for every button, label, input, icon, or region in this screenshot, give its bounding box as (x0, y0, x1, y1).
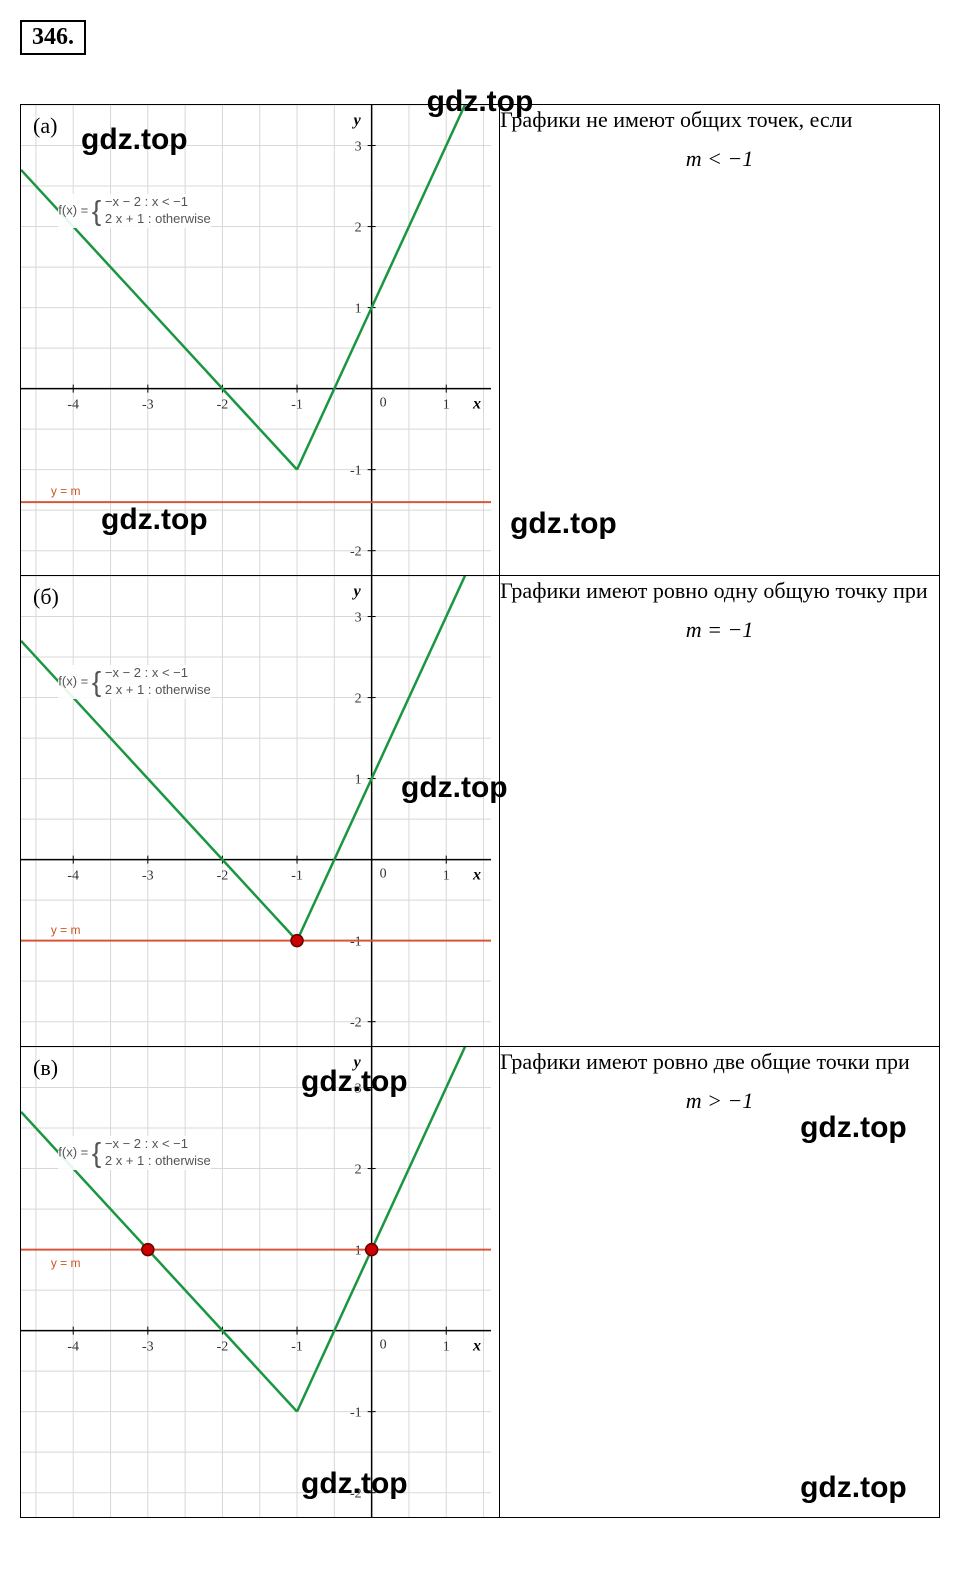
svg-text:y: y (352, 583, 362, 600)
description-text: Графики имеют ровно одну общую точку при (500, 576, 939, 607)
table-row: -4 -3 -2 -1 0 1 -2 -1 1 2 3 x y (в) f(x) = { −x − 2 : … (21, 1047, 940, 1518)
watermark: gdz.top (800, 1467, 907, 1509)
svg-text:y: y (352, 1054, 362, 1071)
svg-text:2: 2 (355, 692, 362, 707)
ym-label: y = m (51, 923, 81, 937)
svg-text:-1: -1 (291, 1340, 303, 1355)
svg-text:-2: -2 (350, 1487, 362, 1502)
svg-text:-4: -4 (67, 398, 79, 413)
svg-text:-2: -2 (217, 1340, 229, 1355)
svg-text:2: 2 (355, 1163, 362, 1178)
svg-text:x: x (472, 867, 481, 884)
svg-text:-2: -2 (217, 869, 229, 884)
svg-text:3: 3 (355, 611, 362, 626)
svg-text:1: 1 (355, 773, 362, 788)
svg-text:-3: -3 (142, 398, 154, 413)
problem-number: 346. (20, 20, 86, 55)
svg-text:-2: -2 (350, 545, 362, 560)
svg-text:-2: -2 (217, 398, 229, 413)
function-legend: f(x) = { −x − 2 : x < −1 2 x + 1 : other… (58, 194, 210, 228)
watermark: gdz.top (510, 503, 617, 545)
function-legend: f(x) = { −x − 2 : x < −1 2 x + 1 : other… (58, 665, 210, 699)
svg-text:0: 0 (380, 867, 387, 882)
svg-text:-2: -2 (350, 1016, 362, 1031)
svg-text:1: 1 (443, 1340, 450, 1355)
svg-text:0: 0 (380, 1338, 387, 1353)
description-text: Графики имеют ровно две общие точки при (500, 1047, 939, 1078)
part-label: (б) (33, 584, 59, 610)
condition-text: m < −1 (500, 144, 939, 175)
svg-text:2: 2 (355, 221, 362, 236)
ym-label: y = m (51, 1256, 81, 1270)
description-cell: Графики имеют ровно две общие точки при m… (500, 1047, 940, 1518)
graph-cell: -4 -3 -2 -1 0 1 -2 -1 1 2 3 x y (в) f(x) = { −x − 2 : … (21, 1047, 500, 1518)
svg-text:x: x (472, 396, 481, 413)
watermark-header: gdz.top (20, 85, 940, 119)
table-row: -4-3-2-101-2-1123xy(а)f(x) = { −x − 2 : … (21, 105, 940, 576)
svg-text:-1: -1 (350, 464, 362, 479)
svg-text:-1: -1 (291, 869, 303, 884)
svg-text:3: 3 (355, 140, 362, 155)
svg-text:1: 1 (355, 302, 362, 317)
svg-text:-3: -3 (142, 1340, 154, 1355)
svg-text:-1: -1 (291, 398, 303, 413)
svg-text:3: 3 (355, 1082, 362, 1097)
svg-text:-4: -4 (67, 1340, 79, 1355)
graph-cell: -4 -3 -2 -1 0 1 -2 -1 1 2 3 x y (б) f(x) = { −x − 2 : … (21, 576, 500, 1047)
graph-cell: -4-3-2-101-2-1123xy(а)f(x) = { −x − 2 : … (21, 105, 500, 576)
condition-text: m > −1 (500, 1086, 939, 1117)
svg-text:1: 1 (443, 398, 450, 413)
table-row: -4 -3 -2 -1 0 1 -2 -1 1 2 3 x y (б) f(x) = { −x − 2 : … (21, 576, 940, 1047)
svg-text:-1: -1 (350, 1406, 362, 1421)
part-label: (в) (33, 1055, 58, 1081)
svg-text:-4: -4 (67, 869, 79, 884)
svg-text:1: 1 (443, 869, 450, 884)
svg-text:0: 0 (380, 396, 387, 411)
ym-label: y = m (51, 484, 81, 498)
function-legend: f(x) = { −x − 2 : x < −1 2 x + 1 : other… (58, 1136, 210, 1170)
svg-text:x: x (472, 1338, 481, 1355)
condition-text: m = −1 (500, 615, 939, 646)
description-cell: Графики имеют ровно одну общую точку при… (500, 576, 940, 1047)
svg-text:-1: -1 (350, 935, 362, 950)
svg-text:1: 1 (355, 1244, 362, 1259)
svg-text:-3: -3 (142, 869, 154, 884)
solution-table: -4-3-2-101-2-1123xy(а)f(x) = { −x − 2 : … (20, 104, 940, 1518)
description-cell: Графики не имеют общих точек, еслиm < −1… (500, 105, 940, 576)
